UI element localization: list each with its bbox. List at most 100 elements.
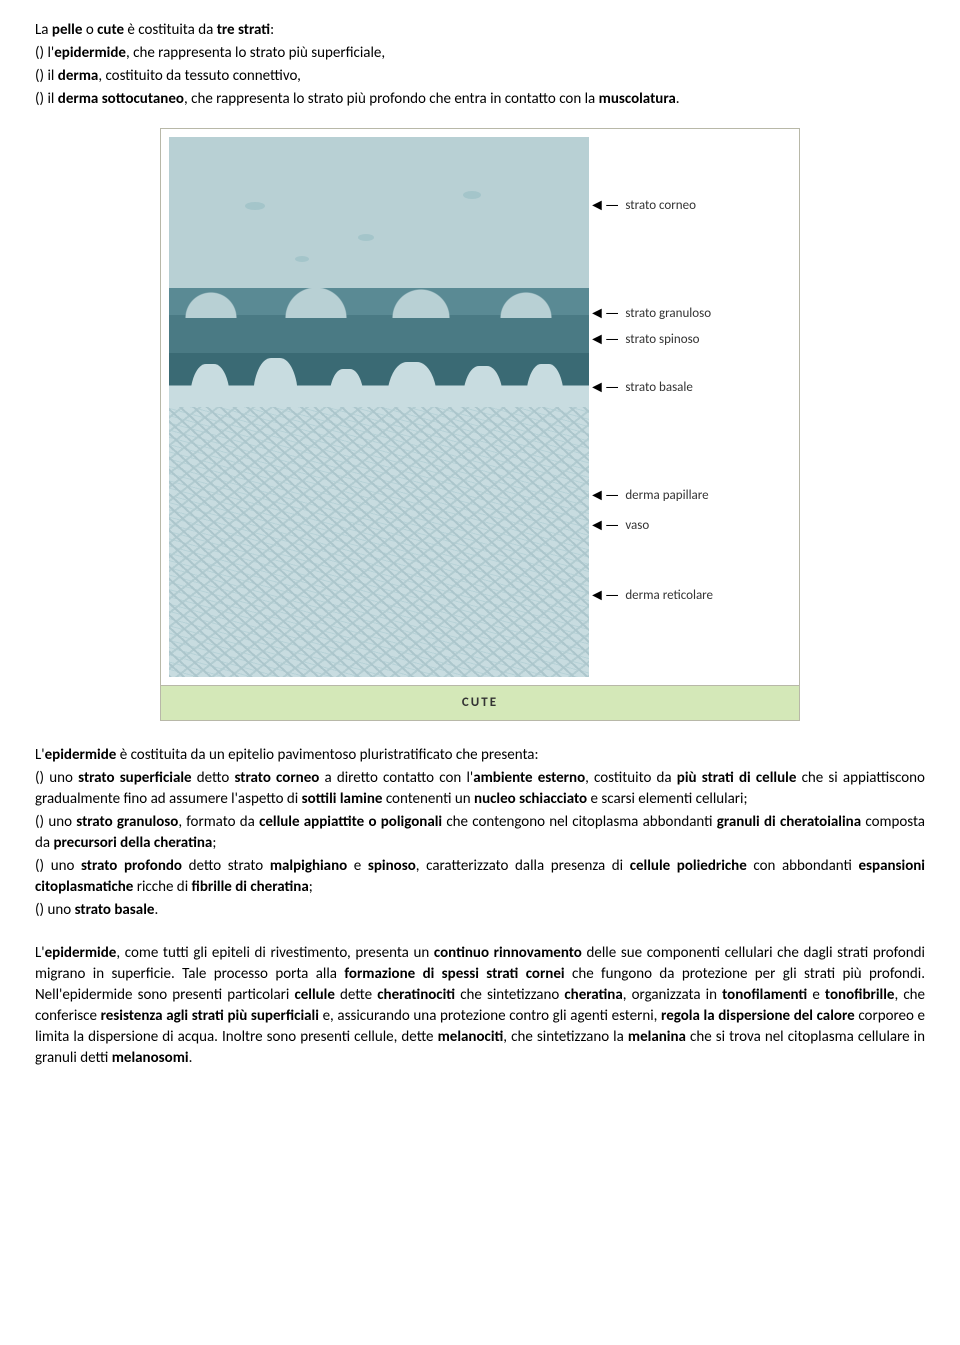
b: ambiente esterno bbox=[473, 769, 585, 787]
b: spinoso bbox=[368, 857, 416, 875]
label-text: derma papillare bbox=[625, 487, 708, 505]
b: melanina bbox=[628, 1028, 686, 1046]
b: nucleo schiacciato bbox=[474, 790, 587, 808]
b: fibrille di cheratina bbox=[192, 878, 309, 896]
b: resistenza agli strati più superficiali bbox=[101, 1007, 319, 1025]
b: strato profondo bbox=[81, 857, 182, 875]
t: L' bbox=[35, 944, 45, 962]
b: granuli di cheratoialina bbox=[717, 813, 861, 831]
figure-labels: ◄—strato corneo ◄—strato granuloso ◄—str… bbox=[589, 137, 791, 677]
b: derma sottocutaneo bbox=[58, 90, 184, 108]
t: , che sintetizzano la bbox=[503, 1028, 628, 1046]
b: epidermide bbox=[54, 44, 126, 62]
t: . bbox=[154, 901, 158, 919]
t: che contengono nel citoplasma abbondanti bbox=[442, 813, 717, 831]
epidermis-bullet4: () uno strato basale. bbox=[35, 900, 925, 921]
b: pelle bbox=[52, 21, 83, 39]
t: () il bbox=[35, 90, 58, 108]
b: tonofibrille bbox=[825, 986, 895, 1004]
t: . bbox=[189, 1049, 193, 1067]
t: e bbox=[807, 986, 825, 1004]
t: : bbox=[270, 21, 274, 39]
t: detto bbox=[192, 769, 235, 787]
b: strato corneo bbox=[234, 769, 319, 787]
b: tonofilamenti bbox=[722, 986, 807, 1004]
t: () uno bbox=[35, 769, 78, 787]
t: , costituito da tessuto connettivo, bbox=[98, 67, 301, 85]
figure-container: ◄—strato corneo ◄—strato granuloso ◄—str… bbox=[35, 128, 925, 721]
t: dette bbox=[335, 986, 377, 1004]
t: e bbox=[347, 857, 368, 875]
t: è costituita da un epitelio pavimentoso … bbox=[116, 746, 538, 764]
t: , che rappresenta lo strato più superfic… bbox=[126, 44, 385, 62]
intro-bullet3: () il derma sottocutaneo, che rappresent… bbox=[35, 89, 925, 110]
label-text: strato corneo bbox=[625, 197, 696, 215]
label-strato-spinoso: ◄—strato spinoso bbox=[589, 329, 700, 351]
t: , come tutti gli epiteli di rivestimento… bbox=[116, 944, 434, 962]
b: regola la dispersione del calore bbox=[661, 1007, 855, 1025]
b: formazione di spessi strati cornei bbox=[344, 965, 564, 983]
intro-bullet2: () il derma, costituito da tessuto conne… bbox=[35, 66, 925, 87]
b: epidermide bbox=[45, 746, 117, 764]
b: precursori della cheratina bbox=[53, 834, 212, 852]
b: melanosomi bbox=[112, 1049, 189, 1067]
t: e, assicurando una protezione contro gli… bbox=[319, 1007, 661, 1025]
t: detto strato bbox=[182, 857, 270, 875]
label-vaso: ◄— vaso bbox=[589, 515, 649, 537]
arrow-icon: ◄— bbox=[589, 485, 619, 507]
t: La bbox=[35, 21, 52, 39]
b: strato granuloso bbox=[76, 813, 178, 831]
b: strato basale bbox=[75, 901, 155, 919]
t: è costituita da bbox=[124, 21, 217, 39]
b: malpighiano bbox=[270, 857, 347, 875]
label-strato-basale: ◄— strato basale bbox=[589, 377, 693, 399]
paragraph-rinnovamento: L'epidermide, come tutti gli epiteli di … bbox=[35, 943, 925, 1069]
epidermis-bullet1: () uno strato superficiale detto strato … bbox=[35, 768, 925, 810]
t: che sintetizzano bbox=[455, 986, 564, 1004]
t: () uno bbox=[35, 813, 76, 831]
b: muscolatura bbox=[599, 90, 676, 108]
dermis-texture bbox=[169, 407, 589, 677]
b: continuo rinnovamento bbox=[434, 944, 582, 962]
label-text: strato basale bbox=[625, 379, 693, 397]
intro-line1: La pelle o cute è costituita da tre stra… bbox=[35, 20, 925, 41]
epidermis-intro: L'epidermide è costituita da un epitelio… bbox=[35, 745, 925, 766]
t: () il bbox=[35, 67, 58, 85]
t: () l' bbox=[35, 44, 54, 62]
t: . bbox=[676, 90, 680, 108]
b: cheratinociti bbox=[377, 986, 455, 1004]
t: a diretto contatto con l' bbox=[319, 769, 473, 787]
b: epidermide bbox=[45, 944, 117, 962]
b: melanociti bbox=[438, 1028, 504, 1046]
t: L' bbox=[35, 746, 45, 764]
label-strato-granuloso: ◄— strato granuloso bbox=[589, 303, 711, 325]
label-text: strato granuloso bbox=[625, 305, 711, 323]
b: cute bbox=[97, 21, 124, 39]
b: cellule appiattite o poligonali bbox=[259, 813, 442, 831]
figure-caption: CUTE bbox=[161, 685, 799, 720]
arrow-icon: ◄— bbox=[589, 515, 619, 537]
b: più strati di cellule bbox=[677, 769, 797, 787]
label-text: derma reticolare bbox=[625, 587, 713, 605]
label-text: vaso bbox=[625, 517, 649, 535]
arrow-icon: ◄— bbox=[589, 377, 619, 399]
b: cellule poliedriche bbox=[630, 857, 747, 875]
b: sottili lamine bbox=[302, 790, 383, 808]
arrow-icon: ◄— bbox=[589, 585, 619, 607]
t: contenenti un bbox=[382, 790, 474, 808]
t: ; bbox=[212, 834, 216, 852]
b: strato superficiale bbox=[78, 769, 191, 787]
arrow-icon: ◄— bbox=[589, 195, 619, 217]
b: tre strati bbox=[217, 21, 270, 39]
b: cheratina bbox=[564, 986, 622, 1004]
epidermis-bullet2: () uno strato granuloso, formato da cell… bbox=[35, 812, 925, 854]
t: , che rappresenta lo strato più profondo… bbox=[184, 90, 599, 108]
t: () uno bbox=[35, 901, 75, 919]
label-derma-papillare: ◄— derma papillare bbox=[589, 485, 709, 507]
t: , caratterizzato dalla presenza di bbox=[416, 857, 630, 875]
t: con abbondanti bbox=[747, 857, 859, 875]
epidermis-bullet3: () uno strato profondo detto strato malp… bbox=[35, 856, 925, 898]
arrow-icon: ◄— bbox=[589, 303, 619, 325]
t: ; bbox=[309, 878, 313, 896]
b: derma bbox=[58, 67, 99, 85]
